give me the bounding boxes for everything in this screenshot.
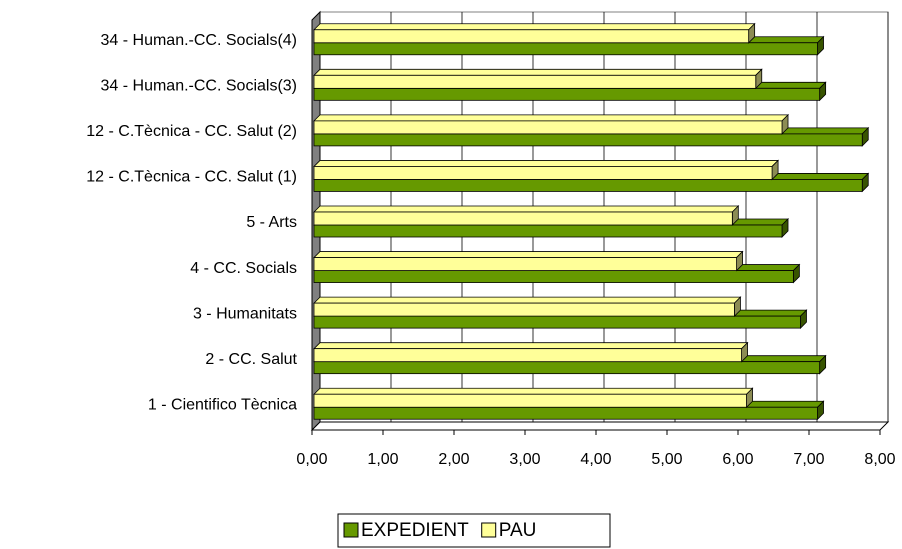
bar-top xyxy=(313,68,763,76)
bar-top xyxy=(313,251,744,258)
bar xyxy=(313,270,794,283)
x-tick-label: 4,00 xyxy=(580,451,611,468)
legend-box xyxy=(337,513,611,548)
category-label: 4 - CC. Socials xyxy=(190,260,297,277)
legend-label: EXPEDIENT xyxy=(361,520,469,541)
bar xyxy=(313,29,750,44)
category-label: 12 - C.Tècnica - CC. Salut (1) xyxy=(86,169,297,186)
bar xyxy=(313,406,818,420)
bar xyxy=(313,315,801,329)
legend-swatch xyxy=(343,522,359,538)
category-label: 5 - Arts xyxy=(246,214,297,231)
bar xyxy=(313,166,773,180)
category-label: 12 - C.Tècnica - CC. Salut (2) xyxy=(86,123,297,140)
bar xyxy=(313,211,733,226)
bar xyxy=(313,348,742,363)
category-label: 34 - Human.-CC. Socials(3) xyxy=(101,78,298,95)
x-tick-label: 8,00 xyxy=(864,451,895,468)
bar xyxy=(313,393,747,408)
category-label: 2 - CC. Salut xyxy=(205,351,297,368)
legend-label: PAU xyxy=(499,520,537,541)
bar xyxy=(313,179,863,192)
category-label: 1 - Cientifico Tècnica xyxy=(148,396,297,413)
floor xyxy=(310,421,890,431)
bar xyxy=(313,87,821,101)
bar xyxy=(313,133,863,147)
bar-top xyxy=(313,205,740,213)
x-tick-label: 0,00 xyxy=(296,451,327,468)
x-tick-label: 2,00 xyxy=(438,451,469,468)
x-tick-label: 6,00 xyxy=(722,451,753,468)
category-label: 3 - Humanitats xyxy=(193,305,297,322)
bar-top xyxy=(313,296,742,304)
legend-swatch xyxy=(481,522,497,538)
x-tick-label: 7,00 xyxy=(793,451,824,468)
bar xyxy=(313,120,783,135)
bar-top xyxy=(313,23,756,31)
bar-top xyxy=(313,342,749,350)
bar-top xyxy=(313,160,780,167)
bar xyxy=(313,74,757,89)
bar xyxy=(313,361,821,375)
x-tick-label: 1,00 xyxy=(367,451,398,468)
x-tick-label: 5,00 xyxy=(651,451,682,468)
bar-top xyxy=(313,387,754,395)
bar xyxy=(313,42,818,56)
x-tick-label: 3,00 xyxy=(509,451,540,468)
bar xyxy=(313,257,737,271)
bar xyxy=(313,302,735,317)
bar-top xyxy=(313,114,789,122)
bar xyxy=(313,224,783,238)
category-label: 34 - Human.-CC. Socials(4) xyxy=(101,32,298,49)
